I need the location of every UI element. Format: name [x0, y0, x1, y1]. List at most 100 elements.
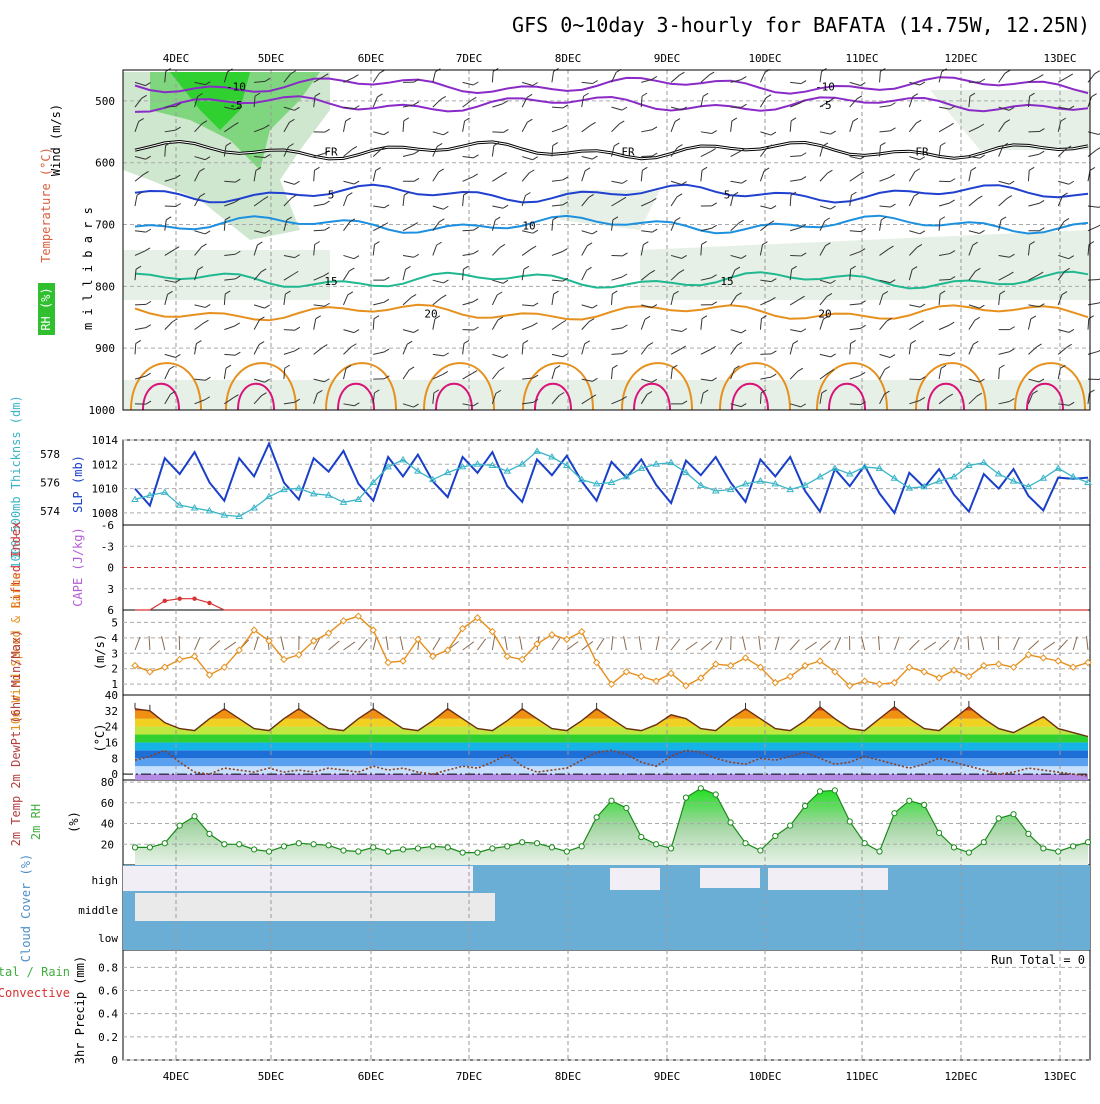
rh-point — [951, 845, 956, 850]
rh-point — [252, 847, 257, 852]
rh-point — [966, 850, 971, 855]
day-label-bottom: 7DEC — [456, 1070, 483, 1083]
day-label-bottom: 8DEC — [555, 1070, 582, 1083]
slp-tick: 1014 — [92, 434, 119, 447]
rh-point — [609, 798, 614, 803]
rh-point — [743, 841, 748, 846]
wind-tick: 4 — [111, 632, 118, 645]
rh-point — [281, 844, 286, 849]
wind-barb — [463, 230, 474, 231]
rh-point — [386, 849, 391, 854]
rh-point — [400, 847, 405, 852]
precip-ylabel: 3hr Precip (mm) — [73, 956, 87, 1064]
rh-ylabel: 2m RH — [29, 804, 43, 840]
contour-label: 20 — [424, 307, 437, 320]
contour-label: -10 — [226, 80, 246, 93]
rh-point — [936, 830, 941, 835]
day-label-top: 13DEC — [1043, 52, 1076, 65]
contour-label: -10 — [815, 80, 835, 93]
temp-color-band — [123, 774, 1090, 780]
rh-point — [788, 823, 793, 828]
cross-section-ylabel: m i l l i b a r s — [81, 207, 95, 330]
li-tick: 0 — [107, 562, 114, 575]
surface-wind-barb — [731, 636, 732, 650]
rh-point — [371, 845, 376, 850]
li-tick: -6 — [101, 519, 114, 532]
rh-point — [639, 834, 644, 839]
wind-barb — [135, 304, 146, 305]
day-label-top: 10DEC — [748, 52, 781, 65]
pressure-tick: 700 — [95, 219, 115, 232]
rh-point — [445, 845, 450, 850]
thickness-tick: 576 — [40, 477, 60, 490]
rh-point — [877, 849, 882, 854]
day-label-bottom: 13DEC — [1043, 1070, 1076, 1083]
rh-point — [266, 849, 271, 854]
contour-label: FR — [324, 145, 338, 158]
precip-tick: 0.2 — [98, 1031, 118, 1044]
contour-label: 5 — [724, 189, 731, 202]
rh-point — [192, 814, 197, 819]
precip-convective-label: Convective — [0, 986, 70, 1000]
rh-point — [907, 798, 912, 803]
rh-point — [162, 841, 167, 846]
temp-tick: 8 — [111, 752, 118, 765]
rh-point — [1041, 846, 1046, 851]
rh-point — [698, 786, 703, 791]
wind-barb — [939, 280, 950, 281]
day-label-top: 6DEC — [358, 52, 385, 65]
temp-color-band — [123, 735, 1090, 743]
wind-tick: 3 — [111, 647, 118, 660]
rh-point — [326, 843, 331, 848]
pressure-tick: 1000 — [89, 404, 116, 417]
rh-point — [847, 819, 852, 824]
rh-point — [728, 820, 733, 825]
day-label-bottom: 12DEC — [944, 1070, 977, 1083]
thickness-tick: 574 — [40, 505, 60, 518]
rh-tick: 20 — [101, 838, 114, 851]
rh-point — [892, 811, 897, 816]
rh-point — [624, 805, 629, 810]
day-label-bottom: 11DEC — [845, 1070, 878, 1083]
rh-point — [683, 795, 688, 800]
temp-tick: 40 — [105, 689, 118, 702]
pressure-tick: 900 — [95, 342, 115, 355]
pressure-tick: 800 — [95, 280, 115, 293]
rh-point — [832, 788, 837, 793]
li-tick: 6 — [107, 604, 114, 617]
day-label-bottom: 4DEC — [163, 1070, 190, 1083]
precip-tick: 0.6 — [98, 985, 118, 998]
contour-label: FR — [621, 145, 635, 158]
high-cloud-gap — [768, 868, 888, 890]
rh-point — [460, 850, 465, 855]
li-point — [192, 596, 196, 600]
pressure-tick: 500 — [95, 95, 115, 108]
rh-point — [1011, 812, 1016, 817]
rh-point — [341, 848, 346, 853]
contour-label: 20 — [818, 307, 831, 320]
rh-point — [981, 840, 986, 845]
rh-point — [311, 842, 316, 847]
high-cloud-gap — [700, 868, 760, 888]
slp-ylabel: SLP (mb) — [71, 455, 85, 513]
precip-tick: 0.4 — [98, 1008, 118, 1021]
rh-point — [132, 845, 137, 850]
wind-barb-flag — [1090, 167, 1095, 170]
temp-tick: 32 — [105, 705, 118, 718]
rh-tick: 40 — [101, 818, 114, 831]
day-label-top: 11DEC — [845, 52, 878, 65]
chart-title: GFS 0~10day 3-hourly for BAFATA (14.75W,… — [512, 13, 1090, 37]
li-tick: -3 — [101, 540, 114, 553]
middle-cloud-gap — [135, 893, 495, 921]
rh-point — [1026, 831, 1031, 836]
temp-side-label: Temperature (°C) — [39, 147, 53, 263]
rh-point — [817, 789, 822, 794]
contour-label: -5 — [229, 99, 242, 112]
day-label-top: 12DEC — [944, 52, 977, 65]
slp-tick: 1008 — [92, 507, 119, 520]
wind-barb — [760, 354, 771, 355]
rh-point — [862, 841, 867, 846]
rh-point — [594, 815, 599, 820]
